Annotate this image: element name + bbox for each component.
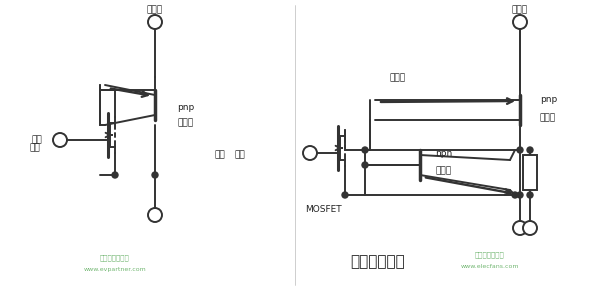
Text: 电动汽车资源网: 电动汽车资源网 (100, 255, 130, 261)
Circle shape (148, 208, 162, 222)
Circle shape (342, 192, 348, 198)
Circle shape (523, 221, 537, 235)
Circle shape (148, 15, 162, 29)
Text: www.elecfans.com: www.elecfans.com (461, 265, 519, 269)
Circle shape (112, 172, 118, 178)
Circle shape (53, 133, 67, 147)
Text: 电动汽车资源网: 电动汽车资源网 (475, 252, 505, 258)
Circle shape (513, 221, 527, 235)
Text: pnp: pnp (177, 102, 194, 111)
Text: 晶体管: 晶体管 (177, 118, 193, 127)
Text: pnp: pnp (540, 95, 557, 104)
Circle shape (362, 162, 368, 168)
Circle shape (517, 192, 523, 198)
Text: 集电极: 集电极 (512, 6, 528, 15)
Text: 门极: 门极 (235, 150, 245, 159)
Text: 晶体管: 晶体管 (435, 166, 451, 175)
Text: npn: npn (435, 148, 452, 157)
Text: MOSFET: MOSFET (305, 205, 341, 214)
Circle shape (152, 172, 158, 178)
Text: 门极: 门极 (29, 143, 40, 152)
Circle shape (362, 147, 368, 153)
Text: 晶体管: 晶体管 (540, 113, 556, 123)
Text: 集电极: 集电极 (147, 6, 163, 15)
Circle shape (517, 147, 523, 153)
Text: 可控硅: 可控硅 (390, 74, 406, 83)
Text: 实际等效电路: 实际等效电路 (350, 255, 405, 269)
Circle shape (527, 147, 533, 153)
FancyBboxPatch shape (523, 155, 537, 190)
Circle shape (513, 15, 527, 29)
Text: 门极: 门极 (31, 136, 42, 145)
Text: www.evpartner.com: www.evpartner.com (83, 267, 146, 272)
Circle shape (512, 192, 518, 198)
Circle shape (527, 192, 533, 198)
Circle shape (303, 146, 317, 160)
Text: 门极: 门极 (215, 150, 226, 159)
